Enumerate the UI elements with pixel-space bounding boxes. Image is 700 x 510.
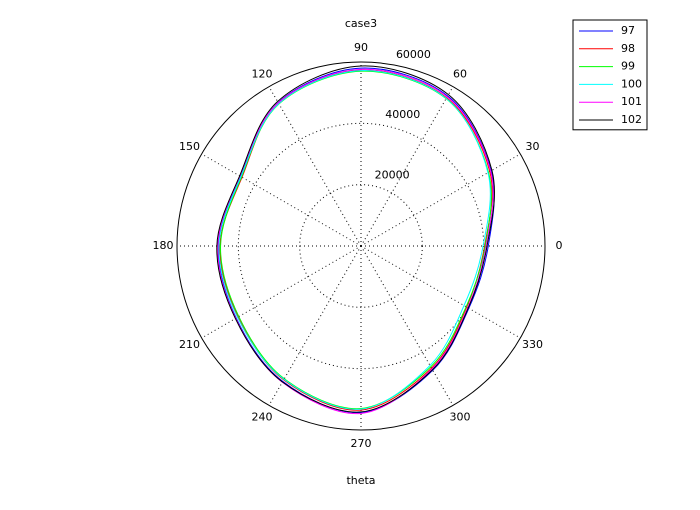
legend-label: 97 [621,24,635,37]
series-line [216,65,495,413]
series-line [218,70,491,410]
axis-label: theta [346,474,375,487]
theta-tick-label: 60 [453,68,467,81]
r-tick-label: 60000 [396,48,431,61]
grid-spoke [360,153,521,247]
grid-spoke [201,245,362,339]
theta-tick-label: 270 [351,437,372,450]
theta-tick-label: 120 [252,68,273,81]
theta-tick-label: 0 [556,239,563,252]
theta-tick-label: 180 [153,239,174,252]
legend-label: 101 [621,95,642,108]
grid-ring [237,122,485,370]
legend-box [572,19,648,131]
legend-label: 100 [621,77,642,90]
theta-tick-label: 240 [252,410,273,423]
legend-label: 98 [621,42,635,55]
r-tick-label: 20000 [375,169,410,182]
grid-ring [299,184,423,308]
theta-tick-label: 150 [179,140,200,153]
series-line [217,68,494,415]
theta-tick-label: 300 [450,410,471,423]
outer-ring [176,61,546,431]
theta-tick-label: 330 [522,338,543,351]
theta-tick-label: 210 [179,338,200,351]
legend-label: 99 [621,60,635,73]
theta-tick-label: 30 [525,140,539,153]
grid-spoke [201,153,362,247]
grid-spoke [360,245,521,339]
series-line [217,67,495,414]
chart-title: case3 [345,17,377,30]
legend-label: 102 [621,113,642,126]
r-tick-label: 40000 [385,108,420,121]
theta-tick-label: 90 [354,41,368,54]
